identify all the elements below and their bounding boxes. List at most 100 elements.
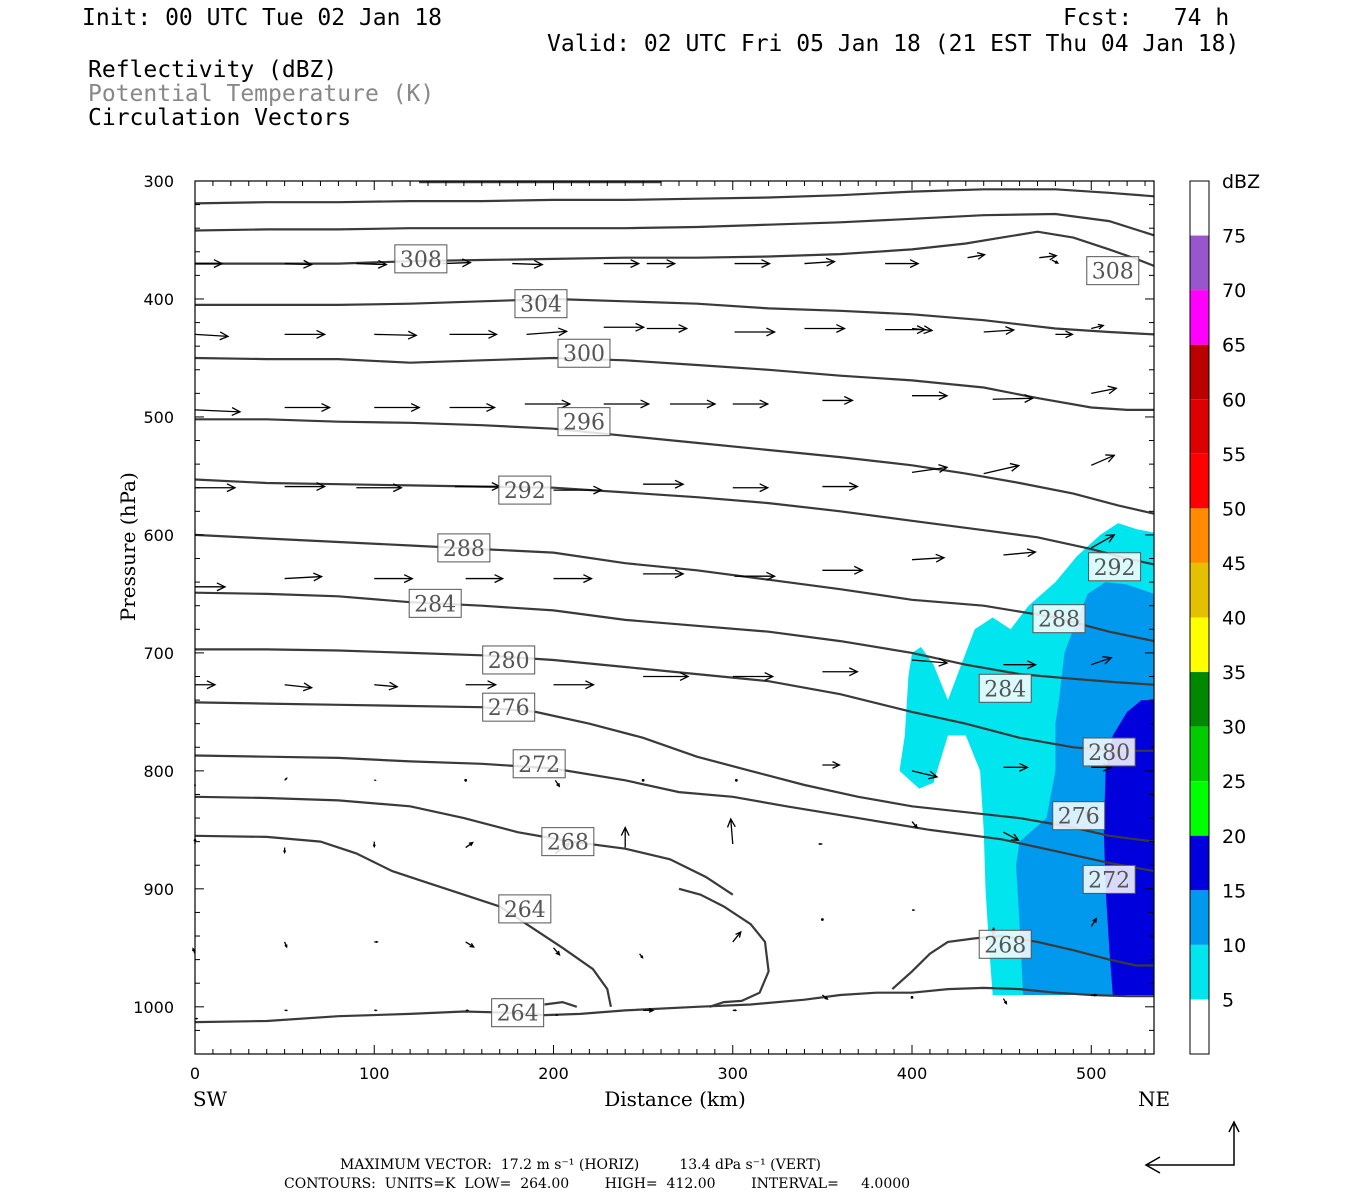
vector-head bbox=[938, 464, 949, 473]
circulation-vector bbox=[194, 407, 242, 417]
circulation-vector bbox=[1091, 993, 1098, 997]
y-tick-label: 300 bbox=[143, 172, 174, 191]
theta-label-box bbox=[498, 475, 552, 505]
colorbar-swatch bbox=[1190, 672, 1209, 727]
vector-head bbox=[219, 331, 230, 341]
circulation-vector bbox=[374, 940, 379, 944]
circulation-vector bbox=[284, 259, 314, 269]
theta-contour-264 bbox=[194, 834, 612, 1008]
vector-head bbox=[195, 1017, 199, 1020]
vector-head bbox=[913, 824, 918, 829]
vector-head bbox=[231, 407, 242, 417]
vector-head bbox=[555, 950, 561, 956]
vector-head bbox=[303, 259, 314, 269]
circulation-vector bbox=[374, 330, 418, 340]
circulation-vector bbox=[732, 483, 770, 493]
vector-shaft bbox=[1003, 831, 1019, 841]
colorbar-label-5: 5 bbox=[1222, 989, 1234, 1011]
theta-label-box bbox=[557, 338, 611, 368]
circulation-vector bbox=[526, 327, 569, 337]
theta-label-300: 300 bbox=[557, 338, 611, 368]
colorbar-label-50: 50 bbox=[1222, 498, 1246, 520]
reflectivity-15dbz-area bbox=[1103, 700, 1154, 995]
circulation-vector bbox=[822, 667, 859, 677]
init-time: Init: 00 UTC Tue 02 Jan 18 bbox=[82, 5, 443, 31]
theta-label-box bbox=[394, 244, 448, 274]
circulation-vector bbox=[821, 994, 829, 1000]
theta-label-text: 284 bbox=[414, 592, 456, 617]
vector-head bbox=[764, 671, 775, 681]
theta-label-264: 264 bbox=[498, 894, 552, 924]
theta-label-308: 308 bbox=[394, 244, 448, 274]
circulation-vector bbox=[885, 259, 920, 269]
circulation-vector bbox=[734, 327, 777, 337]
circulation-vector bbox=[465, 941, 475, 948]
vector-head bbox=[283, 850, 287, 855]
vector-shaft bbox=[1090, 534, 1115, 549]
theta-label-268: 268 bbox=[978, 929, 1032, 959]
theta-label-box bbox=[978, 929, 1032, 959]
vector-head bbox=[494, 574, 505, 584]
vector-head bbox=[620, 826, 630, 836]
y-tick-label: 800 bbox=[143, 762, 174, 781]
circulation-vector bbox=[1090, 534, 1116, 549]
vector-shaft bbox=[804, 260, 835, 265]
theta-label-box bbox=[978, 673, 1032, 703]
vector-head bbox=[216, 582, 227, 592]
circulation-vector bbox=[911, 325, 934, 335]
circulation-vector bbox=[646, 259, 677, 269]
circulation-vector bbox=[643, 1007, 655, 1013]
vector-head bbox=[1105, 534, 1116, 543]
circulation-vector bbox=[1091, 385, 1118, 395]
theta-label-text: 276 bbox=[1058, 805, 1100, 830]
vector-head bbox=[206, 680, 217, 690]
theta-label-280: 280 bbox=[482, 645, 536, 675]
circulation-vector bbox=[646, 323, 689, 333]
reference-vector-shafts bbox=[1146, 1122, 1235, 1166]
colorbar-swatch bbox=[1190, 726, 1209, 782]
reference-vector-vert-head bbox=[1228, 1120, 1240, 1133]
circulation-vector bbox=[643, 479, 685, 489]
plot-frame bbox=[194, 180, 1155, 1055]
vector-head bbox=[912, 909, 916, 912]
x-tick-label: 500 bbox=[1076, 1064, 1107, 1083]
colorbar-swatch bbox=[1190, 344, 1209, 400]
y-tick-label: 500 bbox=[143, 408, 174, 427]
vector-head bbox=[375, 1009, 378, 1012]
forecast-hour: Fcst: 74 h bbox=[1063, 5, 1230, 31]
circulation-vector bbox=[284, 777, 288, 781]
vector-head bbox=[316, 329, 327, 339]
circulation-vector bbox=[911, 657, 949, 667]
colorbar-swatch bbox=[1190, 562, 1209, 618]
theta-label-box bbox=[437, 533, 491, 563]
vector-head bbox=[843, 395, 854, 405]
vector-head bbox=[735, 930, 742, 938]
vector-head bbox=[648, 1007, 655, 1013]
theta-label-box bbox=[1082, 864, 1136, 894]
circulation-vector bbox=[641, 778, 645, 782]
colorbar-swatch bbox=[1190, 617, 1209, 673]
circulation-vector bbox=[372, 841, 376, 849]
vector-head bbox=[321, 403, 332, 413]
circulation-vector bbox=[734, 778, 738, 782]
vector-head bbox=[558, 327, 569, 337]
vector-shaft bbox=[992, 397, 1033, 400]
vector-dot bbox=[820, 918, 824, 921]
vector-head bbox=[1026, 548, 1037, 558]
circulation-vector bbox=[726, 817, 736, 845]
theta-label-box bbox=[1086, 256, 1140, 286]
colorbar-label-25: 25 bbox=[1222, 771, 1246, 793]
vector-head bbox=[1097, 323, 1105, 330]
circulation-vector bbox=[912, 391, 949, 401]
vector-head bbox=[585, 680, 595, 690]
circulation-vector bbox=[284, 941, 288, 949]
vector-head bbox=[410, 403, 421, 413]
circulation-vector bbox=[284, 682, 314, 692]
theta-label-text: 276 bbox=[488, 696, 530, 721]
x-tick-label: 300 bbox=[717, 1064, 748, 1083]
circulation-vector bbox=[1003, 660, 1037, 670]
circulation-vector bbox=[465, 841, 474, 849]
vector-head bbox=[377, 259, 388, 269]
vector-head bbox=[1010, 833, 1020, 841]
contours-note: CONTOURS: UNITS=K LOW= 264.00 HIGH= 412.… bbox=[284, 1176, 911, 1192]
